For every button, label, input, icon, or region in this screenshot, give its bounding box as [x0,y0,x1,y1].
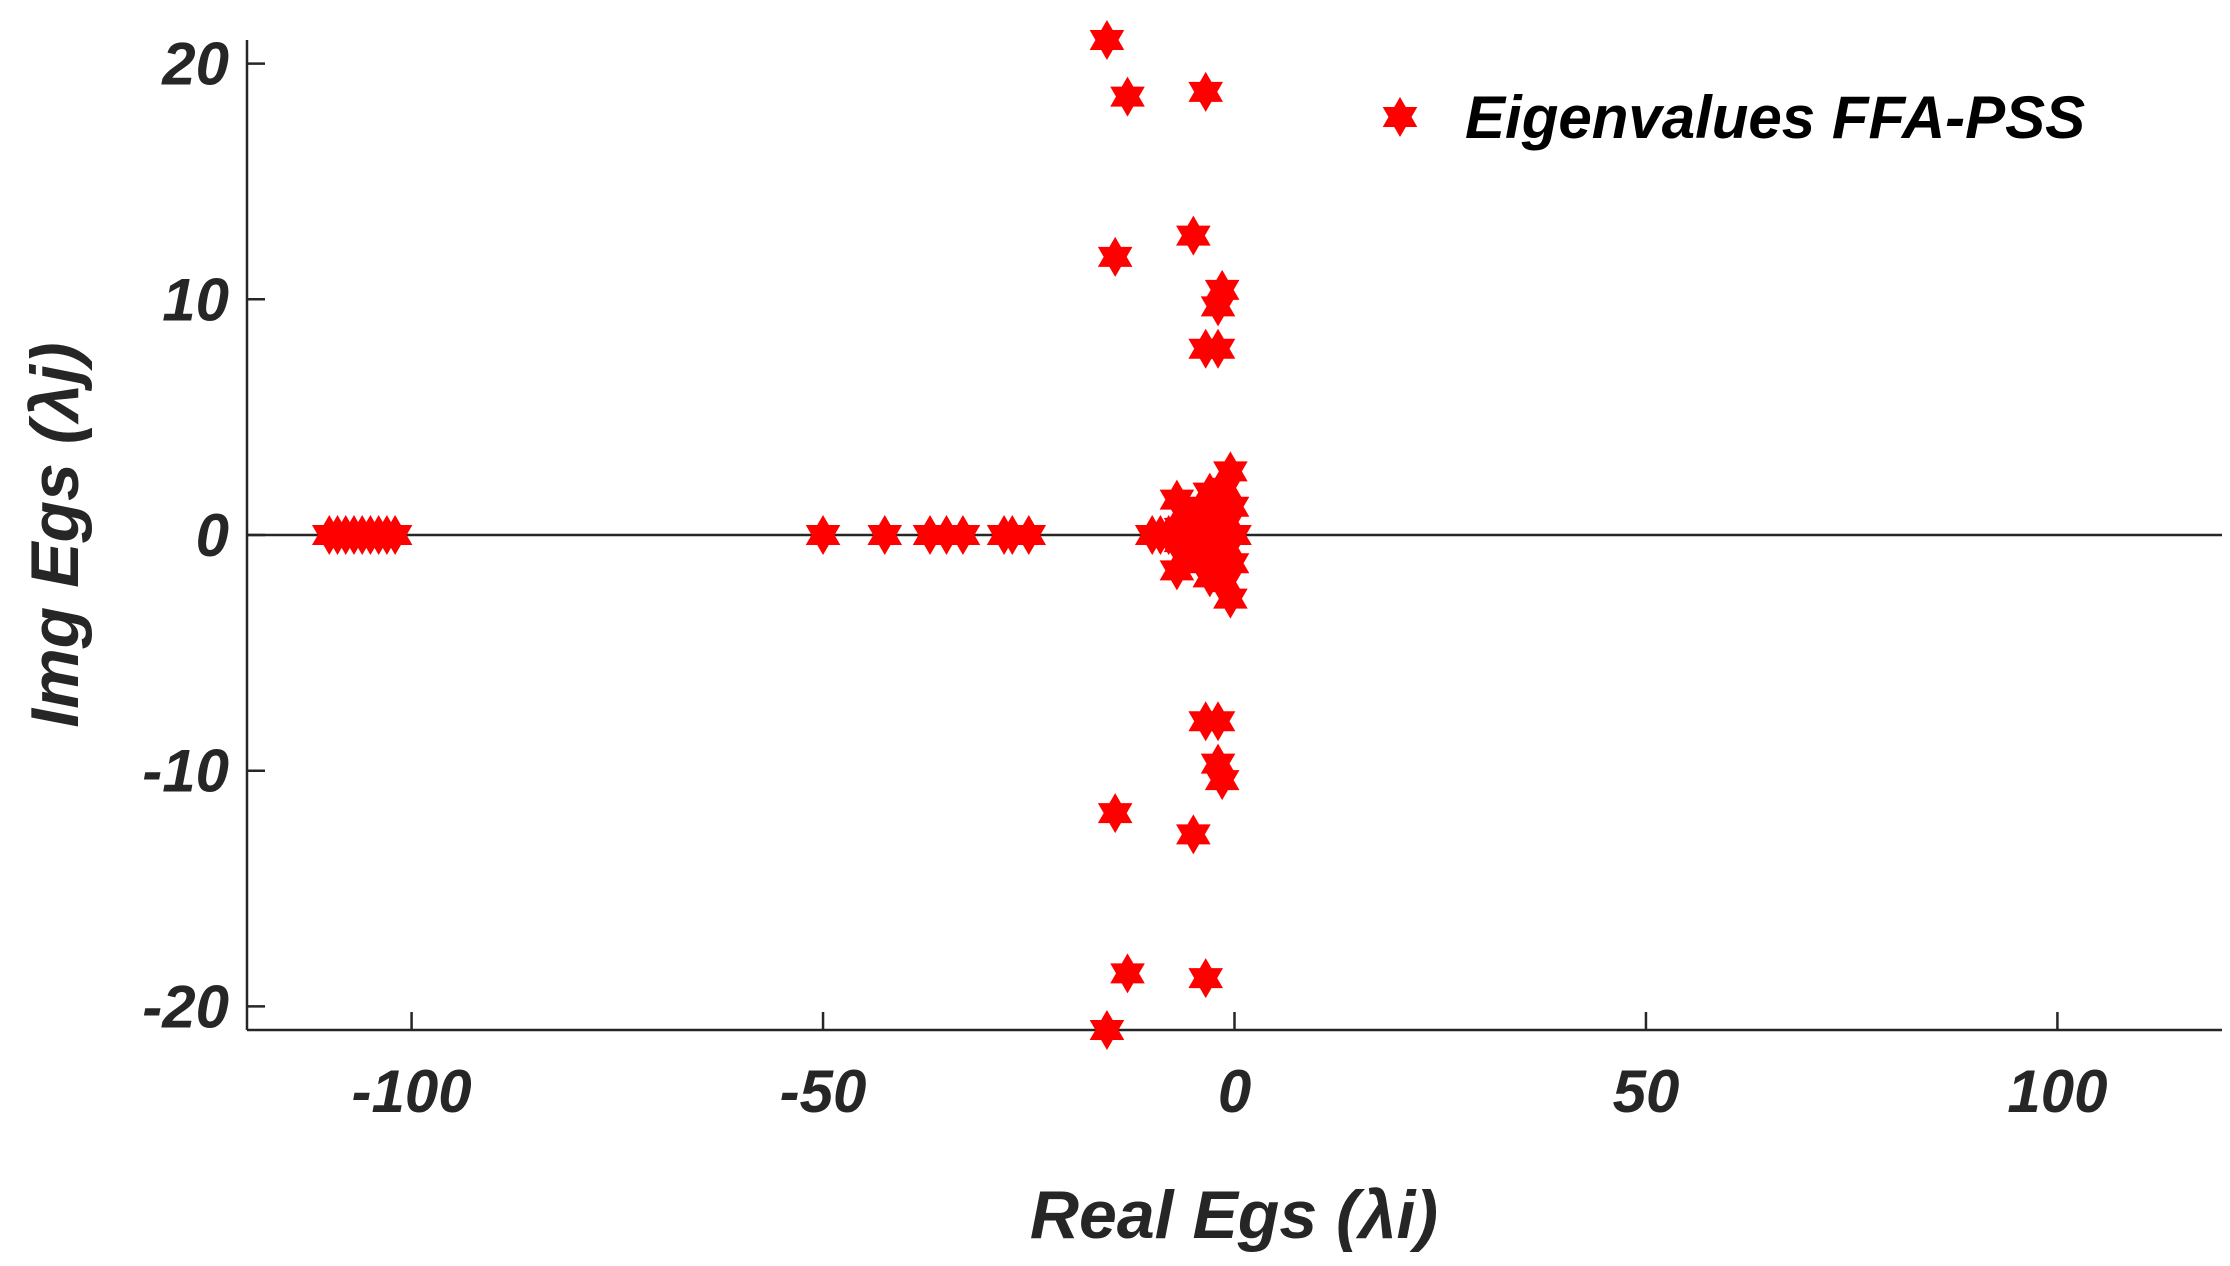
eigenvalue-point [1089,20,1125,60]
eigenvalue-point [1097,236,1133,277]
eigenvalue-point [1110,76,1145,117]
x-tick-label: 50 [1613,1058,1680,1125]
y-axis-title: Img Egs (λj) [17,342,93,727]
x-tick-label: 0 [1218,1058,1251,1125]
x-axis-title: Real Egs (λi) [1030,1177,1438,1253]
y-tick-label: -20 [142,973,229,1040]
y-tick-label: 0 [196,502,229,569]
legend-marker-icon [1382,97,1418,137]
y-ticks: -20 -10 0 10 20 [142,31,265,1040]
x-tick-label: 100 [2007,1058,2107,1125]
eigenvalue-point [1176,814,1211,855]
eigenvalue-point [1176,215,1211,256]
legend-label: Eigenvalues FFA-PSS [1465,84,2085,151]
x-tick-label: -100 [352,1058,472,1125]
legend: Eigenvalues FFA-PSS [1382,84,2085,151]
eigenvalue-point [1110,953,1145,994]
eigenvalue-point [1188,71,1223,112]
eigenvalue-point [1097,793,1133,834]
x-ticks: -100 -50 0 50 100 [352,1012,2107,1125]
y-tick-label: 20 [161,31,229,98]
y-tick-label: 10 [162,266,229,333]
eigenvalue-point [1188,958,1223,999]
y-tick-label: -10 [142,738,229,805]
x-tick-label: -50 [780,1058,867,1125]
